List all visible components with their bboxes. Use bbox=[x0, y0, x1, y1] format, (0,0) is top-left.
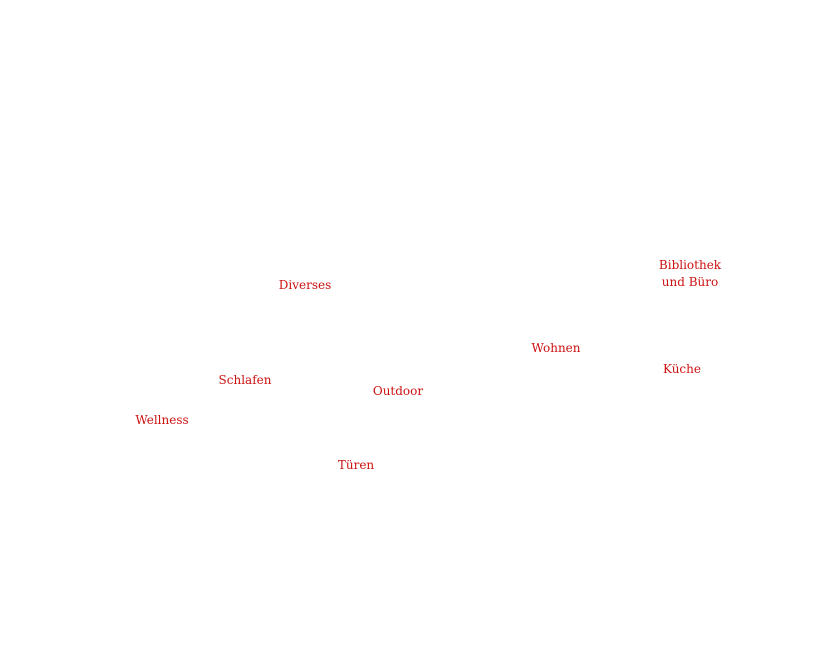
category-link-kueche[interactable]: Küche bbox=[663, 362, 701, 376]
category-link-label-line-1: Bibliothek bbox=[658, 258, 722, 272]
category-link-wohnen[interactable]: Wohnen bbox=[531, 341, 581, 355]
category-link-bibliothek-und-buero[interactable]: Bibliothek und Büro bbox=[650, 257, 730, 291]
category-link-schlafen[interactable]: Schlafen bbox=[218, 373, 272, 387]
category-link-label-line-2: und Büro bbox=[661, 275, 719, 289]
category-link-outdoor[interactable]: Outdoor bbox=[372, 384, 424, 398]
category-link-wellness[interactable]: Wellness bbox=[135, 413, 189, 427]
category-link-diverses[interactable]: Diverses bbox=[278, 278, 332, 292]
category-link-tueren[interactable]: Türen bbox=[337, 458, 375, 472]
